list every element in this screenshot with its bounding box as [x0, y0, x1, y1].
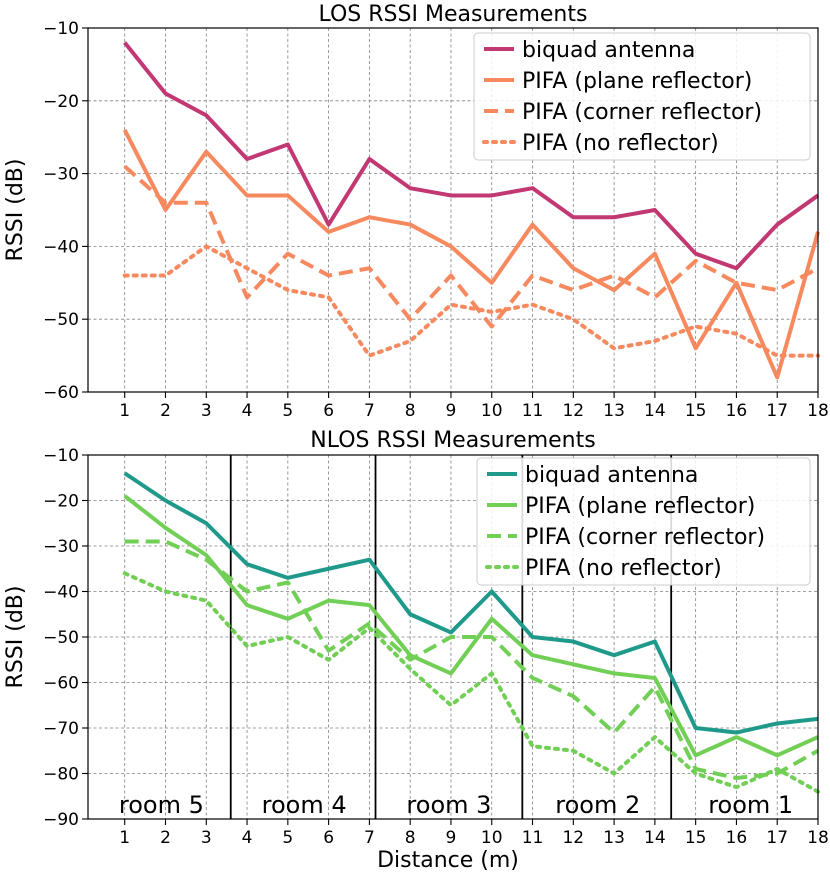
- legend-label: PIFA (corner reflector): [522, 100, 762, 125]
- series-line-4: [122, 244, 820, 358]
- room-label: room 3: [406, 791, 491, 819]
- x-tick-label: 12: [562, 401, 584, 421]
- legend-box: [476, 457, 811, 586]
- x-tick-label: 8: [405, 401, 416, 421]
- x-tick-label: 13: [603, 828, 625, 848]
- legend: biquad antenna PIFA (plane reflector) PIFA…: [473, 32, 811, 161]
- series-line-1: [123, 41, 820, 271]
- room-label: room 4: [262, 791, 347, 819]
- legend-label: biquad antenna: [525, 463, 698, 488]
- x-tick-label: 7: [364, 828, 375, 848]
- series-line-2: [122, 129, 820, 380]
- y-tick-label: −60: [43, 674, 79, 694]
- x-tick-label: 3: [201, 401, 212, 421]
- legend-label: PIFA (no reflector): [525, 556, 722, 581]
- x-tick-label: 11: [522, 828, 544, 848]
- x-tick-label: 13: [603, 401, 625, 421]
- los-chart: 1 2 3 4 5 6 7 8 9 10 11 12 13 14 15 16 17 18−60−50−40−30−…: [3, 2, 829, 421]
- y-tick-label: −40: [43, 583, 79, 603]
- legend-label: biquad antenna: [522, 38, 695, 63]
- y-tick-label: −60: [43, 383, 79, 403]
- legend-label: PIFA (no reflector): [522, 131, 719, 156]
- y-axis-label: RSSI (dB): [3, 159, 28, 262]
- series-line-4: [122, 571, 820, 794]
- y-tick-label: −80: [43, 765, 79, 785]
- x-tick-label: 14: [644, 401, 666, 421]
- x-tick-label: 5: [282, 401, 293, 421]
- x-tick-label: 4: [242, 828, 253, 848]
- legend-box: [473, 32, 811, 161]
- x-tick-label: 18: [807, 401, 829, 421]
- x-tick-label: 9: [446, 401, 457, 421]
- room-label: room 1: [708, 791, 793, 819]
- legend-label: PIFA (corner reflector): [525, 525, 765, 550]
- x-tick-label: 9: [446, 828, 457, 848]
- y-tick-label: −30: [43, 165, 79, 185]
- series-line-3: [124, 539, 819, 781]
- x-tick-label: 1: [119, 828, 130, 848]
- y-tick-label: −30: [43, 537, 79, 557]
- x-tick-label: 6: [323, 828, 334, 848]
- nlos-chart: room 5 room 4 room 3 room 2 room 11 2 3 4 5 6 7 8 9 1…: [3, 428, 829, 848]
- y-tick-label: −20: [43, 492, 79, 512]
- y-tick-label: −50: [43, 310, 79, 330]
- y-tick-label: −20: [43, 92, 79, 112]
- x-tick-label: 11: [522, 401, 544, 421]
- chart-title: NLOS RSSI Measurements: [310, 428, 595, 453]
- legend: biquad antenna PIFA (plane reflector) PIFA…: [476, 457, 811, 586]
- x-tick-label: 4: [242, 401, 253, 421]
- x-tick-label: 3: [201, 828, 212, 848]
- x-tick-label: 17: [766, 828, 788, 848]
- x-tick-label: 12: [562, 828, 584, 848]
- series-line-1: [123, 471, 819, 735]
- y-tick-label: −50: [43, 628, 79, 648]
- x-tick-label: 1: [119, 401, 130, 421]
- x-tick-label: 6: [323, 401, 334, 421]
- room-label: room 2: [555, 791, 640, 819]
- y-tick-label: −90: [43, 810, 79, 830]
- x-tick-label: 10: [481, 828, 503, 848]
- x-tick-label: 14: [644, 828, 666, 848]
- x-tick-label: 7: [364, 401, 375, 421]
- x-axis-label: Distance (m): [377, 848, 519, 873]
- chart-title: LOS RSSI Measurements: [319, 2, 588, 27]
- x-tick-label: 16: [726, 401, 748, 421]
- x-tick-label: 17: [766, 401, 788, 421]
- y-tick-label: −10: [43, 446, 79, 466]
- y-tick-label: −70: [43, 719, 79, 739]
- x-tick-label: 8: [405, 828, 416, 848]
- y-tick-label: −40: [43, 237, 79, 257]
- x-tick-label: 10: [481, 401, 503, 421]
- series-line-3: [123, 164, 819, 329]
- x-tick-label: 2: [160, 828, 171, 848]
- x-tick-label: 15: [685, 401, 707, 421]
- x-tick-label: 2: [160, 401, 171, 421]
- x-tick-label: 18: [807, 828, 829, 848]
- y-axis-label: RSSI (dB): [3, 586, 28, 689]
- x-tick-label: 16: [726, 828, 748, 848]
- series-line-2: [123, 494, 819, 758]
- y-tick-label: −10: [43, 19, 79, 39]
- room-label: room 5: [119, 791, 204, 819]
- x-tick-label: 5: [282, 828, 293, 848]
- x-tick-label: 15: [685, 828, 707, 848]
- legend-label: PIFA (plane reflector): [522, 69, 752, 94]
- axes-frame: [87, 27, 819, 393]
- legend-label: PIFA (plane reflector): [525, 494, 755, 519]
